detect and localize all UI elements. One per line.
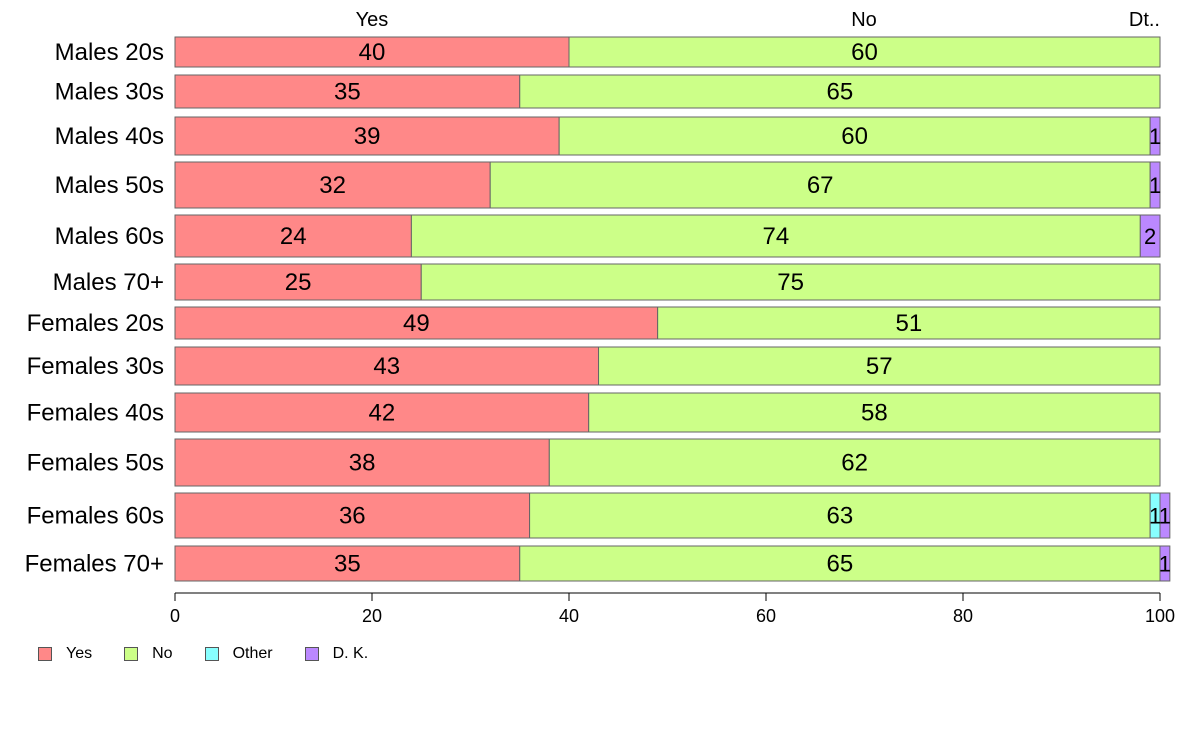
bar-d-k-males-50s [1149,161,1161,209]
bar-yes-females-20s [174,306,659,340]
bar-yes-females-70 [174,545,521,582]
row-label-females-40s: Females 40s [27,400,164,427]
value-label-no-females-30s: 57 [866,353,893,380]
bar-d-k-females-60s [1159,492,1171,539]
legend: Yes No Other D. K. [38,645,400,663]
x-axis: 0 20 40 60 80 100 [170,592,1175,626]
row-label-females-20s: Females 20s [27,310,164,337]
legend-swatch-other [204,647,219,661]
value-label-yes-females-60s: 36 [339,503,366,530]
bar-d-k-males-40s [1149,116,1161,156]
value-label-no-males-50s: 67 [807,172,834,199]
bars-layer [174,36,1171,582]
value-label-d-k-males-50s: 1 [1149,173,1161,198]
bar-yes-males-20s [174,36,570,68]
bar-d-k-males-60s [1139,214,1161,258]
row-label-females-60s: Females 60s [27,503,164,530]
value-label-no-males-40s: 60 [841,123,868,150]
value-label-yes-males-50s: 32 [319,172,346,199]
row-label-females-50s: Females 50s [27,450,164,477]
bar-no-females-50s [548,438,1161,487]
value-label-yes-females-30s: 43 [373,353,400,380]
bar-no-males-50s [489,161,1151,209]
bar-no-females-40s [588,392,1161,433]
bar-no-females-20s [657,306,1161,340]
value-label-other-females-60s: 1 [1149,504,1161,529]
legend-swatch-d-k [304,647,319,661]
legend-swatch-no [124,647,139,661]
bar-yes-females-60s [174,492,531,539]
value-label-yes-males-70: 25 [285,269,312,296]
value-label-yes-males-20s: 40 [359,39,386,66]
value-label-no-females-60s: 63 [827,503,854,530]
top-series-label-1: No [851,9,877,31]
row-label-females-70: Females 70+ [25,551,164,578]
bar-no-females-30s [598,346,1161,386]
legend-item-d-k: D. K. [304,645,369,663]
value-label-yes-males-60s: 24 [280,223,307,250]
legend-label-d-k: D. K. [332,645,369,662]
value-label-no-females-40s: 58 [861,400,888,427]
row-label-males-50s: Males 50s [55,172,164,199]
value-label-d-k-males-40s: 1 [1149,124,1161,149]
bar-yes-females-30s [174,346,600,386]
row-label-males-20s: Males 20s [55,39,164,66]
value-label-no-males-70: 75 [777,269,804,296]
value-label-no-males-60s: 74 [762,223,789,250]
value-label-no-females-50s: 62 [841,450,868,477]
value-label-yes-females-40s: 42 [368,400,395,427]
x-tick-label-80: 80 [953,606,973,626]
legend-label-other: Other [232,645,273,662]
value-label-d-k-females-70: 1 [1159,552,1171,577]
x-tick-label-60: 60 [756,606,776,626]
value-label-d-k-females-60s: 1 [1159,504,1171,529]
labels-layer: Males 20s 40 60 Males 30s 35 65 Males 40s 39 60 1… [25,9,1171,578]
bar-no-males-70 [420,263,1161,301]
x-tick-label-0: 0 [170,606,180,626]
top-series-label-2: Dt.. [1129,9,1160,31]
row-label-females-30s: Females 30s [27,353,164,380]
legend-label-yes: Yes [66,645,93,662]
bar-yes-males-50s [174,161,491,209]
row-label-males-30s: Males 30s [55,79,164,106]
legend-item-yes: Yes [38,645,92,663]
bar-yes-females-40s [174,392,590,433]
value-label-yes-females-50s: 38 [349,450,376,477]
value-label-yes-males-40s: 39 [354,123,381,150]
value-label-no-females-70: 65 [827,551,854,578]
bar-no-females-70 [519,545,1161,582]
value-label-no-females-20s: 51 [895,310,922,337]
top-series-label-0: Yes [356,9,389,31]
row-label-males-70: Males 70+ [53,269,164,296]
value-label-yes-females-20s: 49 [403,310,430,337]
bar-d-k-females-70 [1159,545,1171,582]
value-label-no-males-30s: 65 [827,79,854,106]
bar-yes-females-50s [174,438,550,487]
row-label-males-60s: Males 60s [55,223,164,250]
row-label-males-40s: Males 40s [55,123,164,150]
bar-no-males-40s [558,116,1151,156]
legend-item-other: Other [204,645,273,663]
bar-no-females-60s [529,492,1151,539]
bar-yes-males-40s [174,116,560,156]
bar-yes-males-60s [174,214,412,258]
x-tick-label-20: 20 [362,606,382,626]
legend-item-no: No [124,645,173,663]
bar-no-males-30s [519,74,1161,109]
legend-swatch-yes [38,647,52,661]
legend-label-no: No [152,645,173,662]
x-tick-label-100: 100 [1145,606,1175,626]
value-label-d-k-males-60s: 2 [1144,224,1156,249]
bar-no-males-20s [568,36,1161,68]
x-tick-label-40: 40 [559,606,579,626]
value-label-yes-females-70: 35 [334,551,361,578]
value-label-yes-males-30s: 35 [334,79,361,106]
bar-yes-males-30s [174,74,521,109]
bar-yes-males-70 [174,263,422,301]
value-label-no-males-20s: 60 [851,39,878,66]
